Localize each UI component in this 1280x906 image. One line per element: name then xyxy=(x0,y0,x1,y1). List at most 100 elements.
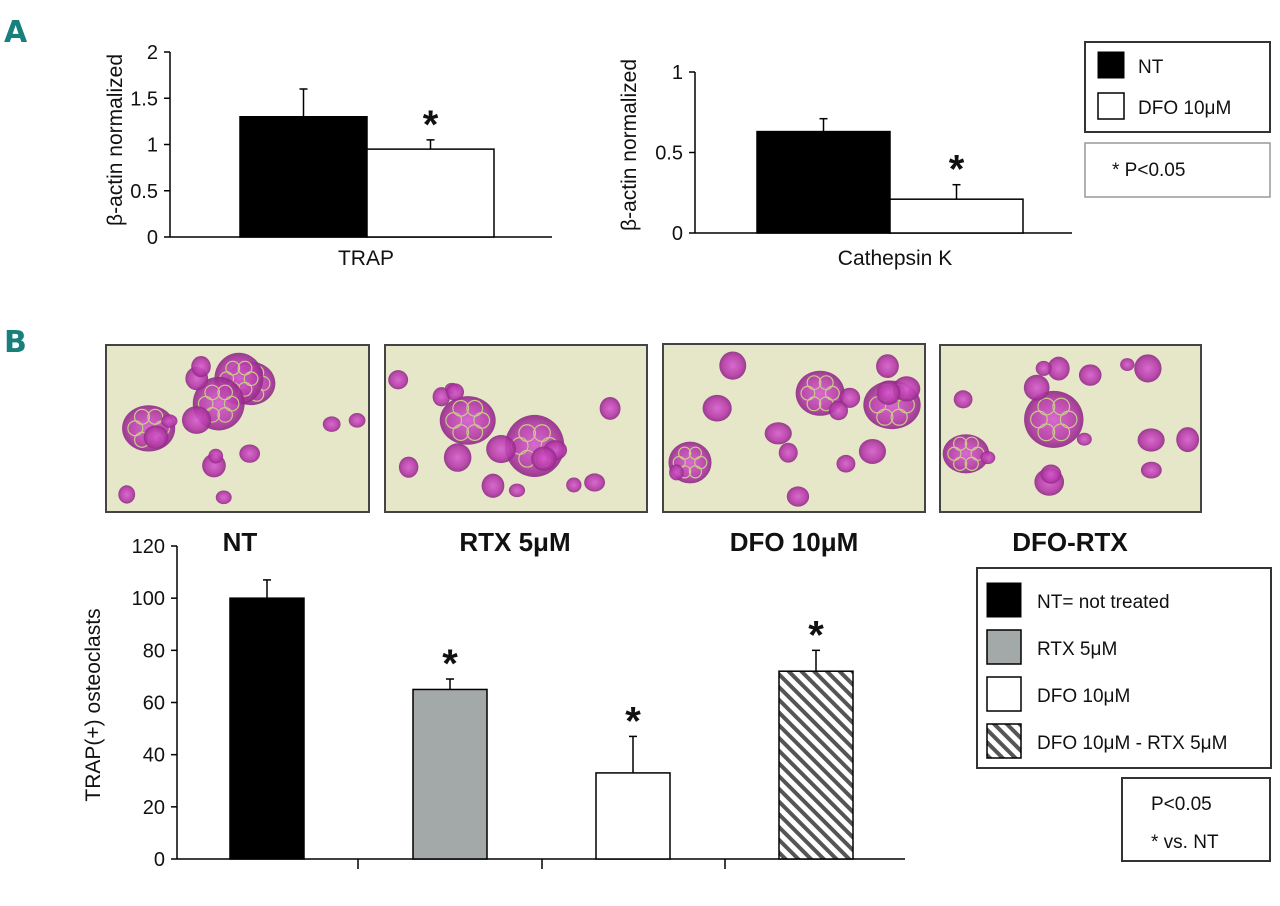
osteoclast-y-tick-label: 80 xyxy=(143,640,165,662)
osteoclast-bar xyxy=(595,772,671,860)
cell-nucleus xyxy=(133,408,151,425)
osteoclast-cell xyxy=(239,444,261,463)
cathepsin-y-tick-label: 0.5 xyxy=(655,143,683,165)
cell-nucleus xyxy=(953,436,968,451)
cell-nucleus xyxy=(533,424,551,442)
legend-b-swatch-nt xyxy=(986,582,1022,618)
cathepsin-y-label: β-actin normalized xyxy=(618,59,641,231)
osteoclast-cell xyxy=(839,387,861,408)
legend-b-label-rtx: RTX 5μM xyxy=(1037,639,1117,660)
micrograph-dfo-cells xyxy=(668,351,921,507)
osteoclast-y-tick-label: 20 xyxy=(143,797,165,819)
panel-label-b: B xyxy=(4,325,27,360)
cell-nucleus xyxy=(217,384,233,401)
panel-label-a: A xyxy=(4,15,28,50)
osteoclast-cell xyxy=(439,396,496,445)
legend-panel-a: NT DFO 10μM xyxy=(1084,41,1271,133)
legend-b-label-nt: NT= not treated xyxy=(1037,592,1170,613)
micrograph-label-dfo: DFO 10μM xyxy=(730,527,859,557)
osteoclast-cell xyxy=(208,448,224,464)
cell-nucleus xyxy=(237,360,253,376)
chart-trap-osteoclasts: 0 20 40 60 80 100 120 * * * TRAP(+) osteoclasts xyxy=(82,536,905,871)
cell-nucleus xyxy=(890,408,908,426)
osteoclast-cell xyxy=(942,434,990,474)
cell-nucleus xyxy=(466,424,484,441)
osteoclast-cell xyxy=(388,370,409,390)
osteoclast-y-tick-label: 120 xyxy=(132,536,165,558)
osteoclast-cell xyxy=(1035,360,1052,376)
osteoclast-cell xyxy=(876,354,899,379)
trap-y-tick-label: 1 xyxy=(147,135,158,157)
osteoclast-cell xyxy=(1023,374,1050,401)
significance-note-b-line1: P<0.05 xyxy=(1151,794,1212,815)
micrograph-dfo-rtx xyxy=(939,344,1202,513)
cell-nucleus xyxy=(688,465,703,479)
trap-y-tick-label: 2 xyxy=(147,42,158,64)
legend-b-swatch-dfo-rtx xyxy=(986,723,1022,759)
cell-nucleus xyxy=(964,456,979,471)
cell-nucleus xyxy=(1037,397,1056,416)
trap-y-tick-label: 0 xyxy=(147,227,158,249)
cathepsin-bar xyxy=(889,198,1024,234)
osteoclast-cell xyxy=(508,483,526,498)
osteoclast-bar xyxy=(778,670,854,860)
osteoclast-cell xyxy=(481,473,505,498)
osteoclast-cell xyxy=(191,355,211,378)
micrograph-rtx-cells xyxy=(388,370,621,498)
osteoclast-y-tick-label: 0 xyxy=(154,849,165,871)
osteoclast-cell xyxy=(348,413,366,428)
osteoclast-cell xyxy=(584,473,606,492)
cell-nucleus xyxy=(1052,423,1071,442)
chart-trap: 0 0.5 1 1.5 2 * TRAP β-actin normalized xyxy=(104,42,552,270)
osteoclast-cell xyxy=(1120,358,1135,372)
trap-y-tick-label: 0.5 xyxy=(130,181,158,203)
osteoclast-y-tick-label: 60 xyxy=(143,693,165,715)
cell-nucleus xyxy=(806,375,822,391)
micrograph-label-dfo-rtx: DFO-RTX xyxy=(1012,527,1128,557)
osteoclast-cell xyxy=(1047,356,1070,381)
significance-note-a-text: * P<0.05 xyxy=(1112,160,1185,181)
osteoclast-cell xyxy=(669,464,684,481)
legend-b-swatch-dfo xyxy=(986,676,1022,712)
significance-note-a: * P<0.05 xyxy=(1084,142,1271,198)
legend-b-label-dfo: DFO 10μM xyxy=(1037,686,1130,707)
cell-nucleus xyxy=(147,408,164,425)
cathepsin-y-tick-label: 1 xyxy=(672,62,683,84)
osteoclast-cell xyxy=(778,442,798,463)
micrograph-rtx xyxy=(384,344,648,513)
osteoclast-cell xyxy=(599,397,621,420)
cell-nucleus xyxy=(518,424,537,442)
osteoclast-cell xyxy=(1140,461,1162,479)
cell-nucleus xyxy=(217,407,233,423)
legend-a-swatch-nt xyxy=(1097,51,1125,79)
significance-note-b: P<0.05 * vs. NT xyxy=(1121,777,1271,862)
cell-nucleus xyxy=(688,446,703,460)
micrograph-dfo-rtx-cells xyxy=(942,354,1200,496)
micrograph-label-rtx: RTX 5μM xyxy=(459,527,570,557)
micrograph-label-nt: NT xyxy=(223,527,258,557)
osteoclast-cell xyxy=(702,394,732,422)
micrograph-nt xyxy=(105,344,370,513)
cell-nucleus xyxy=(204,384,221,401)
osteoclast-cell xyxy=(118,485,136,504)
micrograph-dfo xyxy=(662,343,926,513)
osteoclast-cell xyxy=(828,400,849,421)
legend-panel-b: NT= not treated RTX 5μM DFO 10μM DFO 10μ… xyxy=(976,567,1272,769)
osteoclast-cell xyxy=(858,438,886,464)
osteoclast-cell xyxy=(1078,364,1102,386)
significance-note-b-line2: * vs. NT xyxy=(1151,832,1219,853)
osteoclast-cell xyxy=(446,383,465,401)
osteoclast-cell xyxy=(531,446,557,471)
osteoclast-y-tick-label: 100 xyxy=(132,588,165,610)
osteoclast-cell xyxy=(1024,390,1084,448)
osteoclast-cell xyxy=(443,443,472,472)
osteoclast-significance-star: * xyxy=(808,613,824,657)
osteoclast-bar xyxy=(229,597,305,860)
legend-b-swatch-rtx xyxy=(986,629,1022,665)
cell-nucleus xyxy=(677,446,692,460)
legend-b-label-dfo-rtx: DFO 10μM - RTX 5μM xyxy=(1037,733,1227,754)
micrograph-nt-cells xyxy=(118,352,366,505)
osteoclast-cell xyxy=(181,406,212,434)
osteoclast-cell xyxy=(432,387,451,407)
osteoclast-cell xyxy=(953,390,973,409)
